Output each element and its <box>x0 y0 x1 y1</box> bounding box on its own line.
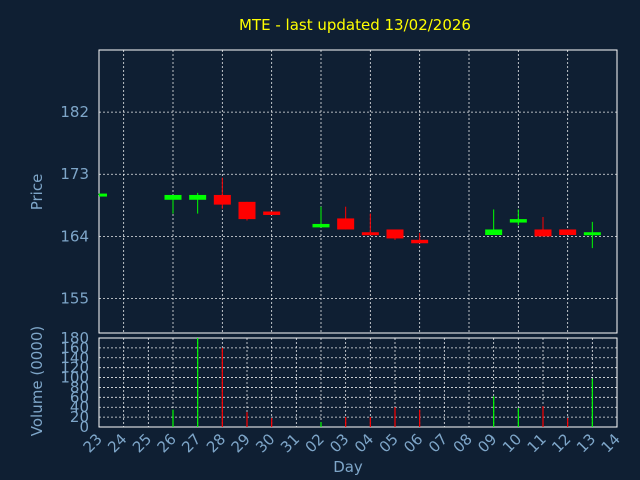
x-tick-label: 14 <box>598 430 624 456</box>
x-tick-labels: 2324252627282930310203040506070809101112… <box>80 430 624 456</box>
candle <box>263 211 281 215</box>
candle <box>213 177 231 209</box>
price-tick-label: 173 <box>60 165 89 183</box>
x-tick-label: 25 <box>129 430 155 456</box>
price-axis-label: Price <box>28 174 46 211</box>
volume-tick-label: 60 <box>70 388 89 406</box>
candle <box>189 192 207 214</box>
volume-tick-label: 160 <box>60 339 89 357</box>
x-tick-label: 02 <box>302 430 328 456</box>
candle-body <box>189 194 207 200</box>
candle <box>411 232 429 244</box>
candle-body <box>99 193 107 197</box>
candle-body <box>534 229 552 237</box>
candle <box>337 206 355 230</box>
price-tick-label: 155 <box>60 289 89 307</box>
price-panel: 155 164 173 182 <box>60 49 618 334</box>
candle <box>534 217 552 237</box>
candle <box>238 201 256 221</box>
candle-body <box>164 194 182 200</box>
x-tick-label: 13 <box>573 430 599 456</box>
candle-body <box>559 229 577 235</box>
x-tick-label: 29 <box>228 430 254 456</box>
volume-tick-label: 0 <box>79 418 89 436</box>
x-tick-label: 03 <box>326 430 352 456</box>
x-tick-label: 11 <box>524 430 550 456</box>
volume-tick-label: 180 <box>60 329 89 347</box>
candle <box>312 206 330 228</box>
x-tick-label: 31 <box>277 430 303 456</box>
candle-body <box>411 239 429 244</box>
candle <box>559 229 577 235</box>
candle <box>98 193 107 197</box>
candle <box>509 209 527 226</box>
price-tick-label: 164 <box>60 227 89 245</box>
x-tick-label: 04 <box>351 430 377 456</box>
volume-tick-label: 20 <box>70 408 89 426</box>
volume-tick-label: 140 <box>60 349 89 367</box>
x-tick-label: 24 <box>104 430 130 456</box>
candle <box>583 221 601 249</box>
volume-tick-label: 120 <box>60 359 89 377</box>
chart-title: MTE - last updated 13/02/2026 <box>239 16 471 34</box>
x-tick-label: 28 <box>203 430 229 456</box>
volume-axis-label: Volume (0000) <box>28 326 46 436</box>
candle-body <box>238 201 256 220</box>
candle-body <box>263 211 281 215</box>
candle-body <box>509 219 527 223</box>
candle-body <box>361 232 379 236</box>
x-tick-label: 05 <box>376 430 402 456</box>
x-tick-label: 07 <box>425 430 451 456</box>
price-tick-label: 182 <box>60 103 89 121</box>
x-tick-label: 27 <box>178 430 204 456</box>
candle <box>386 229 404 240</box>
candle <box>164 194 182 214</box>
x-tick-label: 26 <box>154 430 180 456</box>
x-tick-label: 12 <box>548 430 574 456</box>
candle-body <box>312 223 330 228</box>
volume-frame <box>98 337 618 428</box>
x-axis-label: Day <box>333 458 363 476</box>
volume-tick-label: 40 <box>70 398 89 416</box>
candle-body <box>485 229 503 235</box>
candle-body <box>583 232 601 236</box>
candle-body <box>213 194 231 205</box>
x-tick-label: 06 <box>400 430 426 456</box>
x-tick-label: 09 <box>474 430 500 456</box>
volume-tick-label: 80 <box>70 378 89 396</box>
x-tick-label: 08 <box>450 430 476 456</box>
volume-tick-label: 100 <box>60 369 89 387</box>
candle-body <box>386 229 404 239</box>
x-tick-label: 30 <box>252 430 278 456</box>
candle-body <box>337 218 355 230</box>
candle <box>485 209 503 235</box>
price-frame <box>98 49 618 334</box>
x-tick-label: 10 <box>499 430 525 456</box>
candle <box>361 213 379 236</box>
